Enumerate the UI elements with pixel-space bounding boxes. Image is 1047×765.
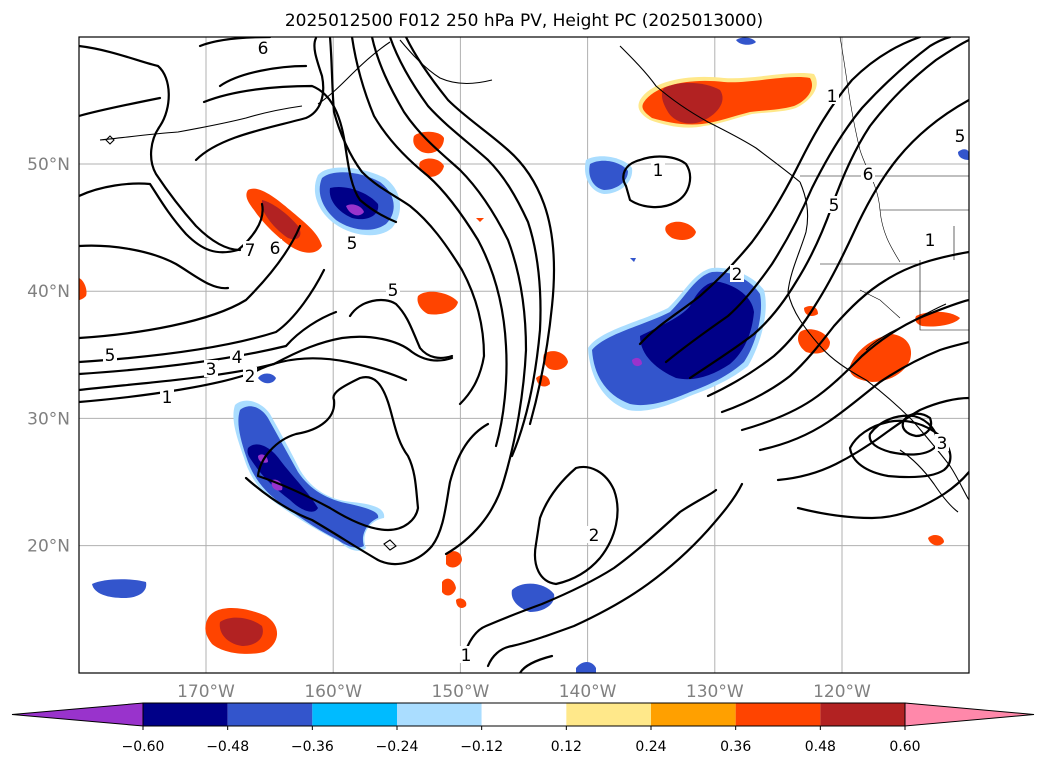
- contour-label: 1: [925, 231, 936, 251]
- contour-label: 3: [206, 360, 217, 380]
- contour-label-bg: [459, 646, 473, 663]
- contour-label: 6: [258, 39, 269, 59]
- colorbar: −0.60 −0.48 −0.36 −0.24 −0.12 0.12 0.24 0.36 0.4…: [11, 702, 1035, 755]
- coastlines: [99, 39, 969, 551]
- contour-label: 4: [232, 348, 243, 368]
- contour-label: 6: [270, 239, 281, 259]
- colorbar-tick-label: −0.36: [291, 739, 334, 755]
- contour-label: 5: [388, 281, 399, 301]
- contour-label: 5: [105, 346, 116, 366]
- contour-label-bg: [587, 526, 601, 543]
- contour-label: 7: [245, 241, 256, 261]
- colorbar-tick-label: 0.24: [635, 739, 666, 755]
- colorbar-box: [143, 703, 228, 726]
- map-frame: [78, 36, 970, 674]
- colorbar-box: [312, 703, 397, 726]
- figure-title: 2025012500 F012 250 hPa PV, Height PC (2…: [285, 11, 763, 31]
- pv-blob-aleutian-trough: [314, 167, 401, 236]
- height-contours: [79, 37, 969, 673]
- colorbar-tick-label: 0.48: [805, 739, 836, 755]
- contour-label: 5: [829, 196, 840, 216]
- contour-label: 6: [863, 165, 874, 185]
- colorbar-box: [566, 703, 651, 726]
- pv-positive-anomalies: [79, 73, 960, 654]
- lat-tick-label: 30°N: [27, 409, 70, 429]
- contour-label-bg: [345, 234, 359, 251]
- contour-label-bg: [953, 127, 967, 144]
- lat-tick-label: 20°N: [27, 537, 70, 557]
- colorbar-tick-label: −0.24: [376, 739, 419, 755]
- contour-label-bg: [827, 196, 841, 213]
- pv-blob-northeast-pacific: [584, 156, 633, 194]
- colorbar-tick-label: −0.48: [206, 739, 249, 755]
- contour-label: 5: [955, 127, 966, 147]
- contour-label-bg: [243, 367, 257, 384]
- contour-label: 5: [347, 234, 358, 254]
- colorbar-box: [227, 703, 313, 726]
- contour-label-bg: [730, 265, 744, 282]
- lon-tick-label: 150°W: [432, 682, 490, 702]
- contour-label-bg: [230, 348, 244, 365]
- colorbar-box: [481, 703, 567, 726]
- colorbar-outline: [142, 702, 906, 727]
- contour-label: 1: [827, 87, 838, 107]
- colorbar-box: [735, 703, 821, 726]
- contour-label-bg: [268, 239, 282, 256]
- contour-label-bg: [204, 360, 218, 377]
- lon-tick-label: 170°W: [177, 682, 235, 702]
- contour-label: 1: [461, 646, 472, 666]
- colorbar-tick-label: −0.12: [460, 739, 503, 755]
- contour-label-bg: [935, 434, 949, 451]
- colorbar-tick-label: 0.60: [889, 739, 920, 755]
- lon-tick-label: 160°W: [304, 682, 362, 702]
- contour-label: 2: [589, 526, 600, 546]
- contour-label: 2: [245, 367, 256, 387]
- pv-blob-gulf-of-alaska: [638, 73, 817, 128]
- colorbar-box: [820, 703, 905, 726]
- pv-negative-anomalies: [92, 37, 969, 673]
- contour-label: 3: [937, 434, 948, 454]
- longitude-labels: 170°W 160°W 150°W 140°W 130°W 120°W: [177, 682, 871, 702]
- contour-label-bg: [256, 39, 270, 56]
- lon-tick-label: 140°W: [559, 682, 617, 702]
- contour-label-bg: [861, 165, 875, 182]
- pv-blob-hawaii-streamer: [233, 400, 385, 551]
- colorbar-extend-max: [904, 702, 1035, 727]
- latitude-labels: 50°N 40°N 30°N 20°N: [27, 155, 70, 557]
- lon-tick-label: 130°W: [686, 682, 744, 702]
- pv-small-negative-blobs: [92, 37, 969, 673]
- contour-label-bg: [386, 281, 400, 298]
- map-background: [79, 37, 969, 673]
- contour-label-bg: [651, 161, 665, 178]
- colorbar-tick-label: 0.36: [720, 739, 751, 755]
- lat-tick-label: 50°N: [27, 155, 70, 175]
- contour-label: 1: [162, 388, 173, 408]
- contour-label: 2: [732, 265, 743, 285]
- lon-tick-label: 120°W: [813, 682, 871, 702]
- colorbar-box: [397, 703, 482, 726]
- colorbar-box: [651, 703, 736, 726]
- contour-label-bg: [923, 231, 937, 248]
- contour-label-bg: [243, 241, 257, 258]
- colorbar-extend-min: [11, 702, 144, 727]
- contour-label-bg: [103, 346, 117, 363]
- contour-label-bg: [825, 87, 839, 104]
- contour-label: 1: [653, 161, 664, 181]
- colorbar-tick-label: 0.12: [551, 739, 582, 755]
- colorbar-tick-label: −0.60: [122, 739, 165, 755]
- lat-tick-label: 40°N: [27, 282, 70, 302]
- pv-blob-hawaii-positive-streak: [246, 188, 322, 253]
- contour-label-bg: [160, 388, 174, 405]
- pv-blob-southwest-positive: [205, 608, 278, 654]
